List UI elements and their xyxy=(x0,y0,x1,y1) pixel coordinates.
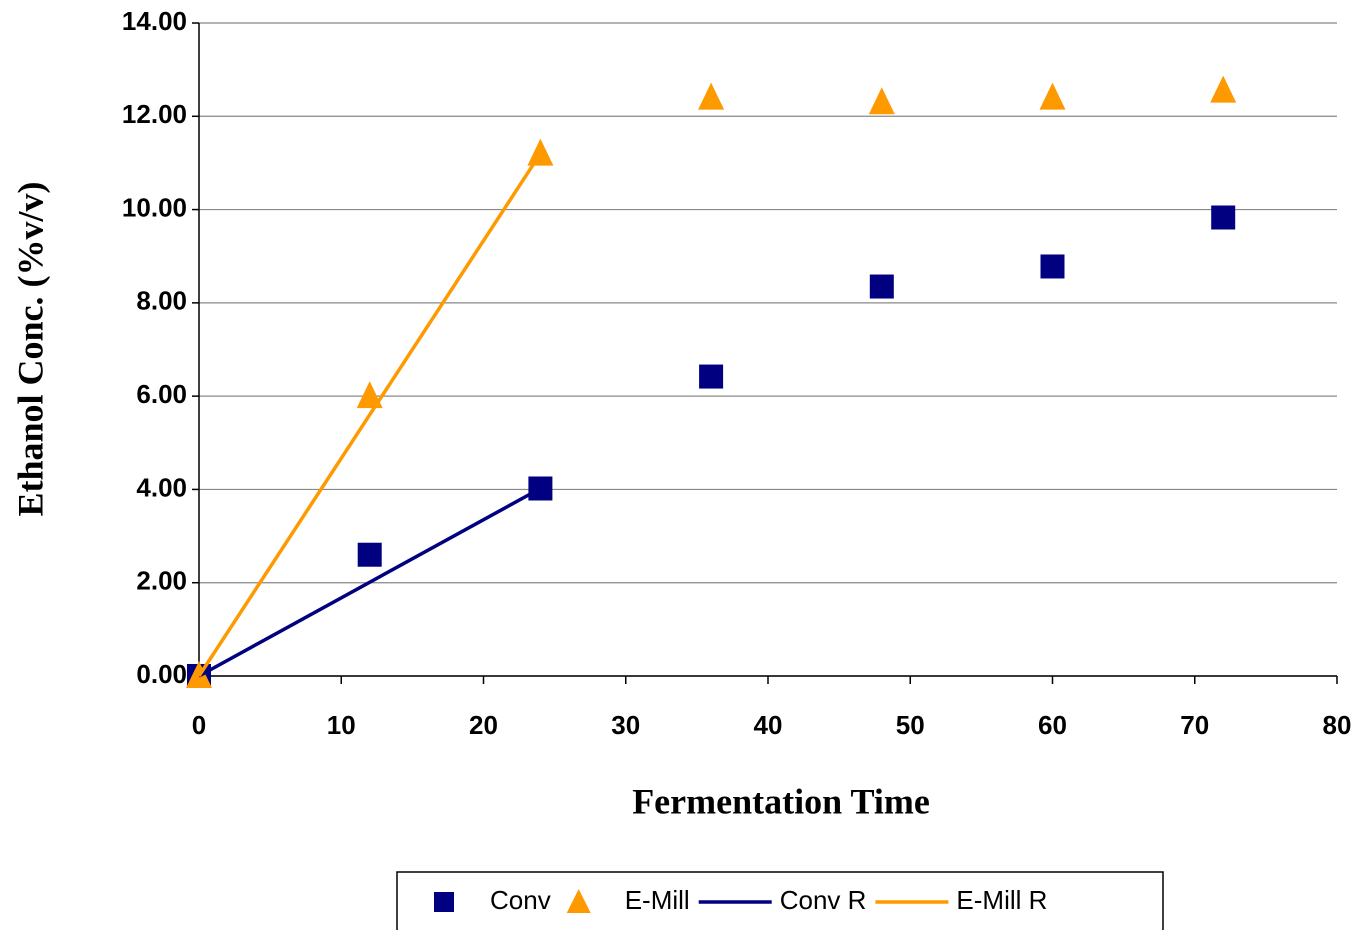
x-tick-label: 80 xyxy=(1323,710,1352,740)
point xyxy=(356,381,383,409)
y-tick-label: 4.00 xyxy=(136,472,187,502)
x-tick-label: 40 xyxy=(754,710,783,740)
legend-marker xyxy=(566,889,591,913)
legend-marker xyxy=(434,892,454,912)
legend-label: E-Mill R xyxy=(956,885,1047,915)
y-tick-label: 8.00 xyxy=(136,286,187,316)
y-tick-label: 2.00 xyxy=(136,566,187,596)
x-tick-label: 70 xyxy=(1180,710,1209,740)
point xyxy=(1211,205,1236,230)
y-tick-label: 10.00 xyxy=(122,192,187,222)
legend-label: Conv R xyxy=(780,885,867,915)
legend-box xyxy=(396,871,1164,930)
point xyxy=(1040,254,1065,279)
y-tick-label: 0.00 xyxy=(136,659,187,689)
point xyxy=(698,82,725,110)
x-tick-label: 20 xyxy=(469,710,498,740)
point xyxy=(1210,75,1237,103)
x-tick-label: 10 xyxy=(327,710,356,740)
trend-line xyxy=(197,152,542,677)
x-axis-title: Fermentation Time xyxy=(632,781,930,821)
point xyxy=(699,364,724,389)
trend-line xyxy=(198,486,542,678)
x-tick-label: 50 xyxy=(896,710,925,740)
legend-label: Conv xyxy=(490,885,551,915)
y-axis-title: Ethanol Conc. (%v/v) xyxy=(10,181,50,516)
point xyxy=(868,87,895,115)
y-tick-label: 6.00 xyxy=(136,379,187,409)
point xyxy=(357,542,382,567)
point xyxy=(869,274,894,299)
y-tick-label: 12.00 xyxy=(122,99,187,129)
x-tick-label: 0 xyxy=(192,710,206,740)
legend-label: E-Mill xyxy=(625,885,690,915)
y-tick-label: 14.00 xyxy=(122,6,187,36)
point xyxy=(1039,82,1066,110)
point xyxy=(527,138,554,166)
x-tick-label: 30 xyxy=(611,710,640,740)
x-tick-label: 60 xyxy=(1038,710,1067,740)
